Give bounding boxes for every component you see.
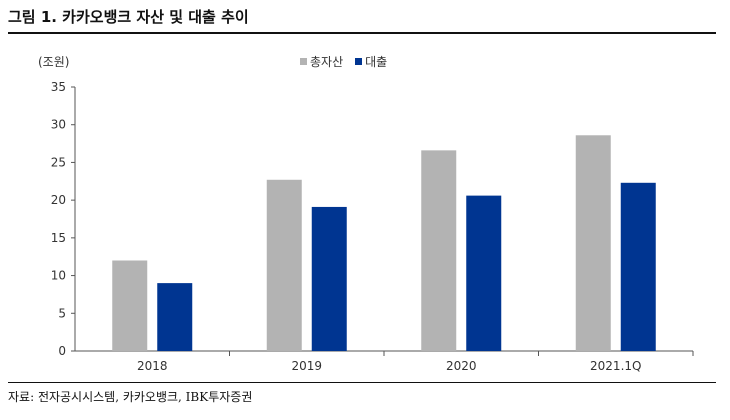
x-tick-label: 2019 (291, 359, 322, 373)
y-axis-unit: (조원) (38, 55, 70, 69)
bar-total-assets-2021.1Q (575, 135, 611, 351)
bar-total-assets-2020 (421, 150, 457, 351)
source-note: 자료: 전자공시시스템, 카카오뱅크, IBK투자증권 (8, 390, 253, 404)
legend-swatch-total-assets (300, 58, 307, 65)
legend: 총자산 대출 (300, 53, 387, 70)
legend-item-total-assets: 총자산 (300, 53, 343, 70)
source-rule (8, 382, 716, 383)
legend-item-loans: 대출 (355, 53, 387, 70)
legend-label-total-assets: 총자산 (310, 55, 344, 69)
x-tick-label: 2018 (137, 359, 168, 373)
y-tick-label: 0 (58, 344, 66, 358)
y-tick-label: 15 (51, 231, 66, 245)
legend-swatch-loans (355, 58, 363, 65)
y-tick-label: 20 (51, 193, 66, 207)
bar-loans-2019 (311, 206, 347, 351)
y-tick-label: 30 (51, 118, 66, 132)
bar-loans-2020 (466, 195, 502, 351)
y-tick-label: 25 (51, 155, 66, 169)
y-tick-label: 35 (51, 80, 66, 94)
y-tick-label: 10 (51, 269, 66, 283)
figure-title: 그림 1. 카카오뱅크 자산 및 대출 추이 (8, 8, 249, 26)
x-tick-label: 2020 (446, 359, 477, 373)
bar-loans-2018 (157, 283, 193, 351)
bar-total-assets-2019 (266, 179, 302, 351)
title-rule (8, 32, 716, 34)
legend-label-loans: 대출 (365, 55, 388, 69)
x-tick-label: 2021.1Q (590, 359, 641, 373)
y-tick-label: 5 (58, 306, 66, 320)
bar-total-assets-2018 (112, 260, 148, 351)
bar-loans-2021.1Q (620, 182, 656, 351)
